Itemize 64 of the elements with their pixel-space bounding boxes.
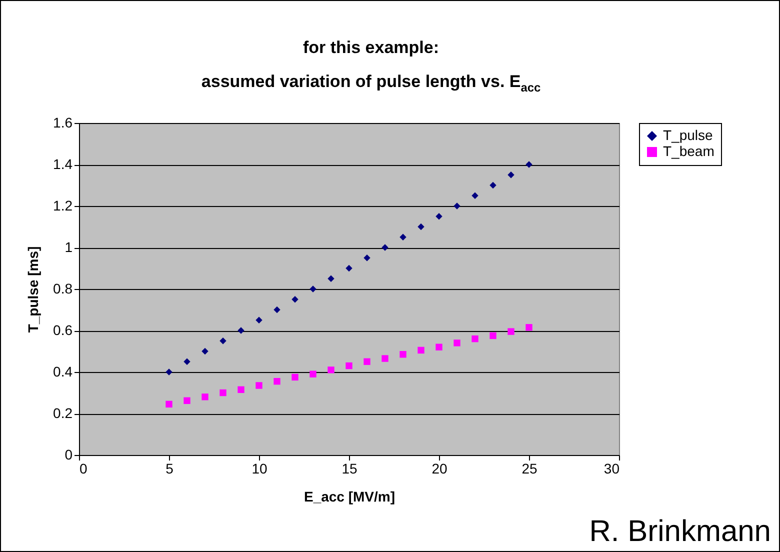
point (346, 362, 352, 370)
point (418, 223, 424, 230)
point (472, 192, 478, 199)
point (202, 348, 208, 355)
point (166, 368, 172, 376)
point (328, 366, 334, 374)
point (220, 389, 226, 396)
point (400, 351, 406, 358)
x-axis-title: E_acc [MV/m] (304, 488, 396, 504)
point (454, 340, 460, 346)
point (418, 346, 424, 354)
point (292, 296, 298, 303)
y-tick-label: 0.2 (53, 405, 73, 421)
y-tick-label: 0.4 (53, 364, 73, 380)
point (436, 213, 442, 220)
legend-label: T_pulse (663, 127, 714, 143)
x-tick-label: 15 (342, 460, 358, 476)
point (292, 374, 298, 381)
y-tick-label: 1.2 (53, 198, 73, 214)
point (274, 378, 280, 385)
point (256, 316, 262, 324)
y-tick-label: 0.6 (53, 322, 73, 338)
y-tick-label: 1 (64, 239, 73, 255)
y-tick-label: 1.6 (53, 114, 73, 130)
point (508, 172, 514, 178)
x-tick-label: 20 (432, 460, 448, 476)
point (490, 332, 496, 340)
y-axis-title: T_pulse [ms] (25, 246, 42, 333)
legend-label: T_beam (663, 143, 714, 159)
point (382, 355, 388, 362)
point (400, 234, 406, 240)
point (490, 182, 496, 189)
point (202, 394, 208, 400)
point (328, 275, 334, 282)
point (310, 286, 316, 292)
point (346, 264, 352, 272)
point (238, 386, 244, 393)
point (382, 244, 388, 251)
point (508, 328, 514, 335)
point (256, 382, 262, 389)
point (454, 202, 460, 210)
y-tick-label: 1.4 (53, 156, 73, 172)
point (184, 358, 190, 365)
point (184, 397, 190, 404)
point (436, 344, 442, 350)
x-tick-label: 5 (166, 460, 174, 476)
x-tick-label: 25 (522, 460, 538, 476)
text: R. Brinkmann (589, 515, 771, 549)
point (274, 306, 280, 314)
point (364, 358, 370, 365)
point (526, 324, 532, 331)
y-tick-label: 0.8 (53, 280, 73, 296)
point (472, 335, 478, 342)
point (310, 370, 316, 378)
x-tick-label: 10 (252, 460, 268, 476)
point (364, 254, 370, 262)
point (238, 327, 244, 334)
chart-title: for this example: assumed variation of pulse length vs. E$_{acc}$ (200, 37, 542, 96)
x-tick-label: 0 (80, 460, 88, 476)
point (166, 400, 172, 408)
y-tick-label: 0 (64, 446, 73, 462)
point (526, 161, 532, 168)
x-tick-label: 30 (604, 460, 620, 476)
point (220, 338, 226, 344)
